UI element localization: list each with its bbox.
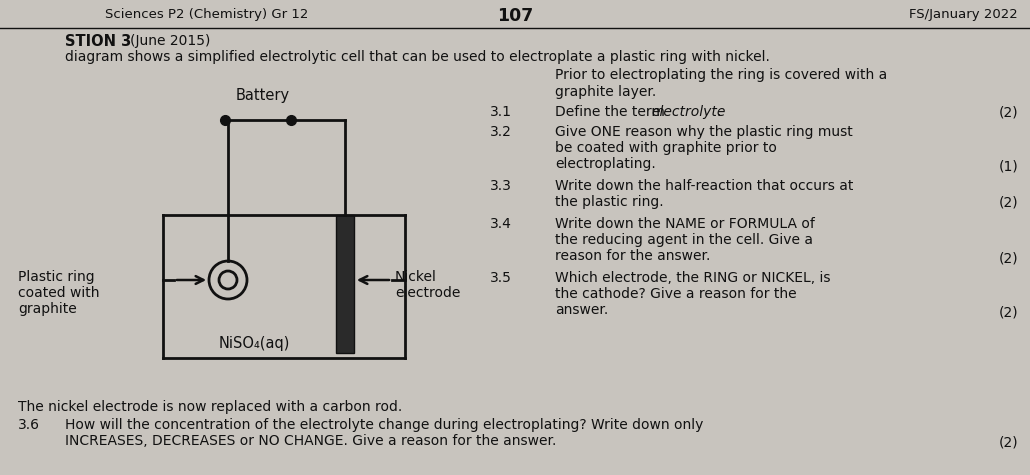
Text: Prior to electroplating the ring is covered with a: Prior to electroplating the ring is cove…: [555, 68, 887, 82]
Text: Which electrode, the RING or NICKEL, is
the cathode? Give a reason for the
answe: Which electrode, the RING or NICKEL, is …: [555, 271, 830, 317]
Text: graphite: graphite: [18, 302, 77, 316]
Text: (1): (1): [998, 159, 1018, 173]
Text: (2): (2): [998, 251, 1018, 265]
Text: 3.1: 3.1: [490, 105, 512, 119]
Text: FS/January 2022: FS/January 2022: [909, 8, 1018, 21]
Text: 3.4: 3.4: [490, 217, 512, 231]
Text: 3.3: 3.3: [490, 179, 512, 193]
Text: NiSO₄(aq): NiSO₄(aq): [218, 336, 289, 351]
Text: Write down the NAME or FORMULA of
the reducing agent in the cell. Give a
reason : Write down the NAME or FORMULA of the re…: [555, 217, 815, 264]
Text: diagram shows a simplified electrolytic cell that can be used to electroplate a : diagram shows a simplified electrolytic …: [65, 50, 769, 64]
Text: 3.5: 3.5: [490, 271, 512, 285]
Text: 3.2: 3.2: [490, 125, 512, 139]
Text: Define the term: Define the term: [555, 105, 670, 119]
Text: graphite layer.: graphite layer.: [555, 85, 656, 99]
Text: Sciences P2 (Chemistry) Gr 12: Sciences P2 (Chemistry) Gr 12: [105, 8, 308, 21]
Text: Write down the half-reaction that occurs at
the plastic ring.: Write down the half-reaction that occurs…: [555, 179, 854, 209]
Text: electrode: electrode: [394, 286, 460, 300]
Text: STION 3: STION 3: [65, 34, 131, 49]
Text: (June 2015): (June 2015): [130, 34, 210, 48]
Text: (2): (2): [998, 305, 1018, 319]
Text: .: .: [717, 105, 721, 119]
Text: coated with: coated with: [18, 286, 100, 300]
Text: The nickel electrode is now replaced with a carbon rod.: The nickel electrode is now replaced wit…: [18, 400, 403, 414]
Text: Nickel: Nickel: [394, 270, 437, 284]
Text: Plastic ring: Plastic ring: [18, 270, 95, 284]
Text: electrolyte: electrolyte: [651, 105, 725, 119]
Text: 3.6: 3.6: [18, 418, 40, 432]
Text: (2): (2): [998, 105, 1018, 119]
Text: Battery: Battery: [236, 88, 290, 103]
Text: How will the concentration of the electrolyte change during electroplating? Writ: How will the concentration of the electr…: [65, 418, 703, 448]
Text: 107: 107: [496, 7, 534, 25]
Text: (2): (2): [998, 196, 1018, 210]
Text: Give ONE reason why the plastic ring must
be coated with graphite prior to
elect: Give ONE reason why the plastic ring mus…: [555, 125, 853, 171]
Bar: [336, 215, 354, 353]
Text: (2): (2): [998, 435, 1018, 449]
